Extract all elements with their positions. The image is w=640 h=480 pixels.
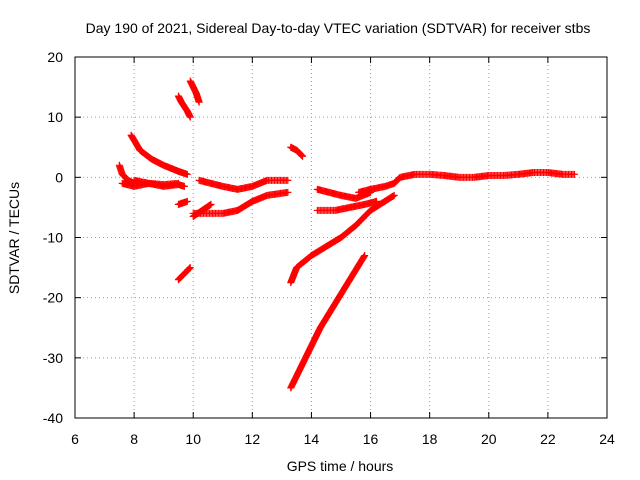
x-tick-label: 24 — [599, 431, 615, 447]
data-point — [186, 264, 194, 272]
series-track-g — [174, 197, 191, 208]
series-track-d — [130, 176, 188, 190]
x-tick-label: 18 — [422, 431, 438, 447]
data-point — [207, 200, 215, 208]
y-tick-label: -30 — [43, 350, 63, 366]
y-tick-label: 20 — [47, 49, 63, 65]
series-track-k — [189, 200, 215, 220]
series-track-b — [127, 131, 191, 178]
data-point — [297, 151, 305, 159]
x-tick-label: 6 — [71, 431, 79, 447]
y-tick-label: 0 — [55, 169, 63, 185]
y-tick-label: -20 — [43, 290, 63, 306]
series-track-i — [195, 176, 292, 193]
series-track-m — [313, 185, 375, 202]
data-point — [390, 191, 398, 199]
data-point — [195, 98, 203, 106]
data-point — [180, 182, 188, 190]
data-points — [115, 77, 578, 392]
data-point — [186, 113, 194, 121]
data-point — [183, 197, 191, 205]
data-point — [284, 176, 292, 184]
series-track-p — [287, 252, 369, 392]
series-track-f — [186, 77, 203, 106]
data-point — [298, 152, 306, 160]
y-tick-label: -10 — [43, 230, 63, 246]
data-point — [361, 252, 369, 260]
data-point — [185, 265, 193, 273]
chart-title: Day 190 of 2021, Sidereal Day-to-day VTE… — [86, 20, 591, 36]
x-axis-label: GPS time / hours — [287, 458, 394, 474]
y-tick-label: -40 — [43, 410, 63, 426]
x-tick-label: 22 — [540, 431, 556, 447]
x-tick-label: 10 — [185, 431, 201, 447]
series-track-o — [287, 191, 398, 287]
x-tick-label: 8 — [130, 431, 138, 447]
x-tick-label: 12 — [245, 431, 261, 447]
x-tick-label: 14 — [304, 431, 320, 447]
x-tick-label: 20 — [481, 431, 497, 447]
x-tick-label: 16 — [363, 431, 379, 447]
data-point — [183, 170, 191, 178]
series-track-n — [313, 197, 380, 214]
series-track-q — [355, 169, 578, 196]
series-track-h — [174, 264, 194, 284]
y-tick-label: 10 — [47, 109, 63, 125]
data-point — [570, 170, 578, 178]
data-point — [284, 188, 292, 196]
series-track-l — [287, 143, 307, 160]
data-point — [186, 264, 194, 272]
y-axis-label: SDTVAR / TECUs — [6, 182, 22, 294]
series-track-e — [174, 92, 194, 121]
data-point — [299, 152, 307, 160]
ticks: 6 8 10 12 14 16 18 20 22 24 20 10 0 -10 -20 -30 -40 — [43, 49, 615, 447]
